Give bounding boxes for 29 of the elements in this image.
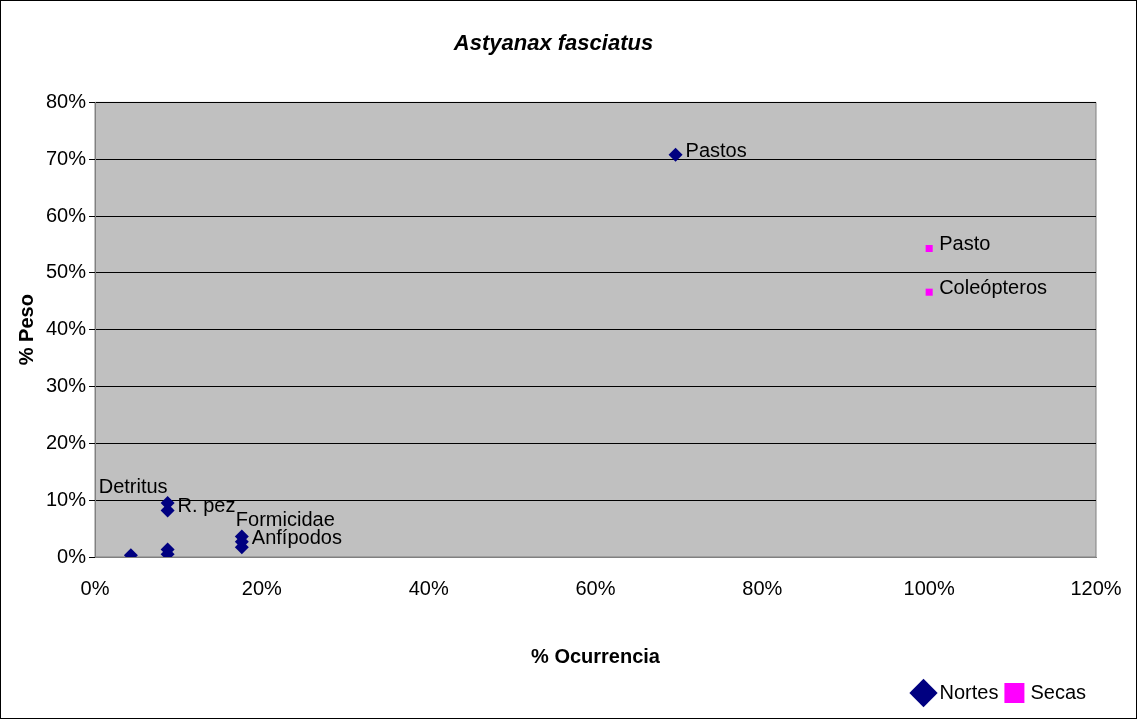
x-tick-label: 120%	[1070, 576, 1122, 599]
x-tick-label: 40%	[408, 576, 449, 599]
x-axis-title: % Ocurrencia	[531, 644, 661, 667]
point	[925, 288, 933, 296]
chart-title: Astyanax fasciatus	[452, 30, 654, 56]
y-tick-label: 60%	[46, 203, 87, 226]
y-tick-label: 80%	[46, 89, 87, 112]
x-tick-label: 60%	[575, 576, 616, 599]
y-tick-label: 70%	[46, 146, 87, 169]
annotation: Pastos	[685, 138, 747, 161]
y-tick-label: 20%	[46, 430, 87, 453]
x-tick-label: 80%	[742, 576, 783, 599]
y-tick-label: 30%	[46, 374, 87, 397]
point	[668, 147, 683, 162]
legend-label: Secas	[1030, 680, 1087, 703]
x-tick-label: 20%	[241, 576, 283, 599]
y-tick-label: 40%	[46, 317, 87, 340]
annotation: Coleópteros	[939, 276, 1048, 299]
y-axis-title: % Peso	[14, 294, 37, 366]
x-tick-label: 0%	[80, 576, 110, 599]
y-tick-label: 50%	[46, 260, 87, 283]
annotation: Detritus	[98, 474, 168, 497]
y-tick-label: 0%	[57, 544, 87, 567]
point	[925, 244, 933, 252]
annotation: Anfípodos	[251, 525, 342, 548]
x-tick-label: 100%	[903, 576, 955, 599]
y-tick-label: 10%	[46, 487, 87, 510]
legend-label: Nortes	[939, 680, 999, 703]
annotation: Pasto	[939, 232, 991, 255]
